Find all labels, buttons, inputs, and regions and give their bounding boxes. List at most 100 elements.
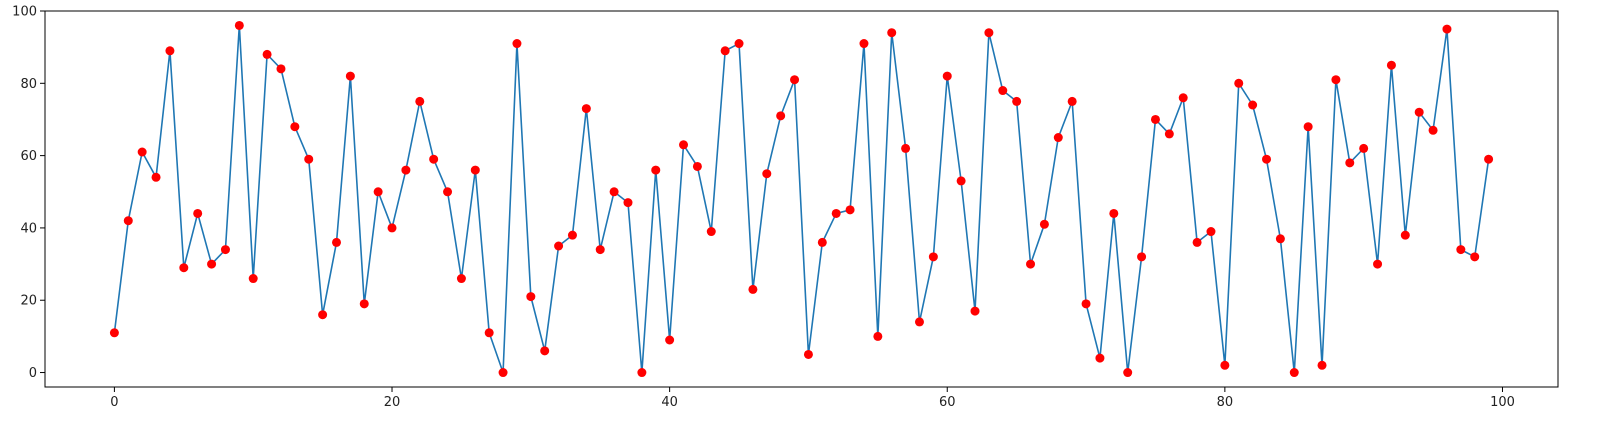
data-point: [1123, 368, 1133, 378]
data-point: [526, 292, 536, 302]
data-point: [720, 46, 730, 56]
data-point: [637, 368, 647, 378]
data-point: [1234, 78, 1244, 88]
data-point: [831, 208, 841, 218]
data-point: [498, 368, 508, 378]
data-point: [942, 71, 952, 81]
data-point: [443, 187, 453, 197]
x-tick-label: 100: [1490, 395, 1515, 410]
data-point: [179, 263, 189, 273]
data-point: [456, 274, 466, 284]
data-point: [595, 245, 605, 255]
data-point: [887, 28, 897, 38]
data-point: [1220, 360, 1230, 370]
data-point: [901, 143, 911, 153]
data-point: [304, 154, 314, 164]
data-point: [540, 346, 550, 356]
data-point: [817, 237, 827, 247]
data-point: [581, 104, 591, 114]
data-point: [1012, 96, 1022, 106]
data-point: [318, 310, 328, 320]
data-point: [1026, 259, 1036, 269]
data-point: [484, 328, 494, 338]
data-point: [387, 223, 397, 233]
data-point: [790, 75, 800, 85]
data-point: [1442, 24, 1452, 34]
data-point: [234, 20, 244, 30]
data-point: [512, 39, 522, 49]
x-tick-label: 20: [384, 395, 401, 410]
data-point: [998, 86, 1008, 96]
data-point: [651, 165, 661, 175]
data-point: [151, 172, 161, 182]
data-point: [1095, 353, 1105, 363]
data-point: [1164, 129, 1174, 139]
data-point: [207, 259, 217, 269]
data-point: [137, 147, 147, 157]
data-point: [1428, 125, 1438, 135]
y-tick-label: 80: [20, 77, 37, 92]
data-point: [401, 165, 411, 175]
data-point: [1137, 252, 1147, 262]
data-point: [1081, 299, 1091, 309]
data-point: [1039, 219, 1049, 229]
x-tick-label: 40: [661, 395, 678, 410]
data-point: [262, 49, 272, 59]
data-point: [248, 274, 258, 284]
data-point: [859, 39, 869, 49]
data-point: [1262, 154, 1272, 164]
data-point: [1373, 259, 1383, 269]
data-point: [665, 335, 675, 345]
data-point: [1206, 227, 1216, 237]
data-point: [554, 241, 564, 251]
data-point: [748, 284, 758, 294]
data-point: [914, 317, 924, 327]
data-point: [1470, 252, 1480, 262]
data-point: [1456, 245, 1466, 255]
data-point: [1248, 100, 1258, 110]
x-tick-label: 60: [939, 395, 956, 410]
data-point: [692, 161, 702, 171]
data-point: [1386, 60, 1396, 70]
data-point: [290, 122, 300, 132]
data-point: [1275, 234, 1285, 244]
data-point: [567, 230, 577, 240]
data-point: [1109, 208, 1119, 218]
x-tick-label: 80: [1217, 395, 1234, 410]
data-point: [359, 299, 369, 309]
data-point: [928, 252, 938, 262]
data-point: [734, 39, 744, 49]
data-point: [470, 165, 480, 175]
data-point: [776, 111, 786, 121]
data-point: [803, 349, 813, 359]
data-point: [331, 237, 341, 247]
data-point: [845, 205, 855, 215]
y-tick-label: 100: [12, 5, 37, 20]
data-point: [1484, 154, 1494, 164]
data-point: [706, 227, 716, 237]
data-point: [956, 176, 966, 186]
y-tick-label: 20: [20, 294, 37, 309]
data-point: [373, 187, 383, 197]
data-point: [1345, 158, 1355, 168]
data-point: [1289, 368, 1299, 378]
y-tick-label: 60: [20, 149, 37, 164]
data-point: [276, 64, 286, 74]
data-point: [1303, 122, 1313, 132]
data-point: [762, 169, 772, 179]
data-point: [220, 245, 230, 255]
data-point: [345, 71, 355, 81]
data-point: [1178, 93, 1188, 103]
series-line: [113, 24, 1490, 374]
data-point: [193, 208, 203, 218]
data-point: [429, 154, 439, 164]
data-point: [1317, 360, 1327, 370]
data-point: [1150, 114, 1160, 124]
data-point: [1067, 96, 1077, 106]
data-point: [123, 216, 133, 226]
data-point: [970, 306, 980, 316]
data-point: [1053, 133, 1063, 143]
plot-area: [44, 10, 1559, 388]
data-point: [623, 198, 633, 208]
